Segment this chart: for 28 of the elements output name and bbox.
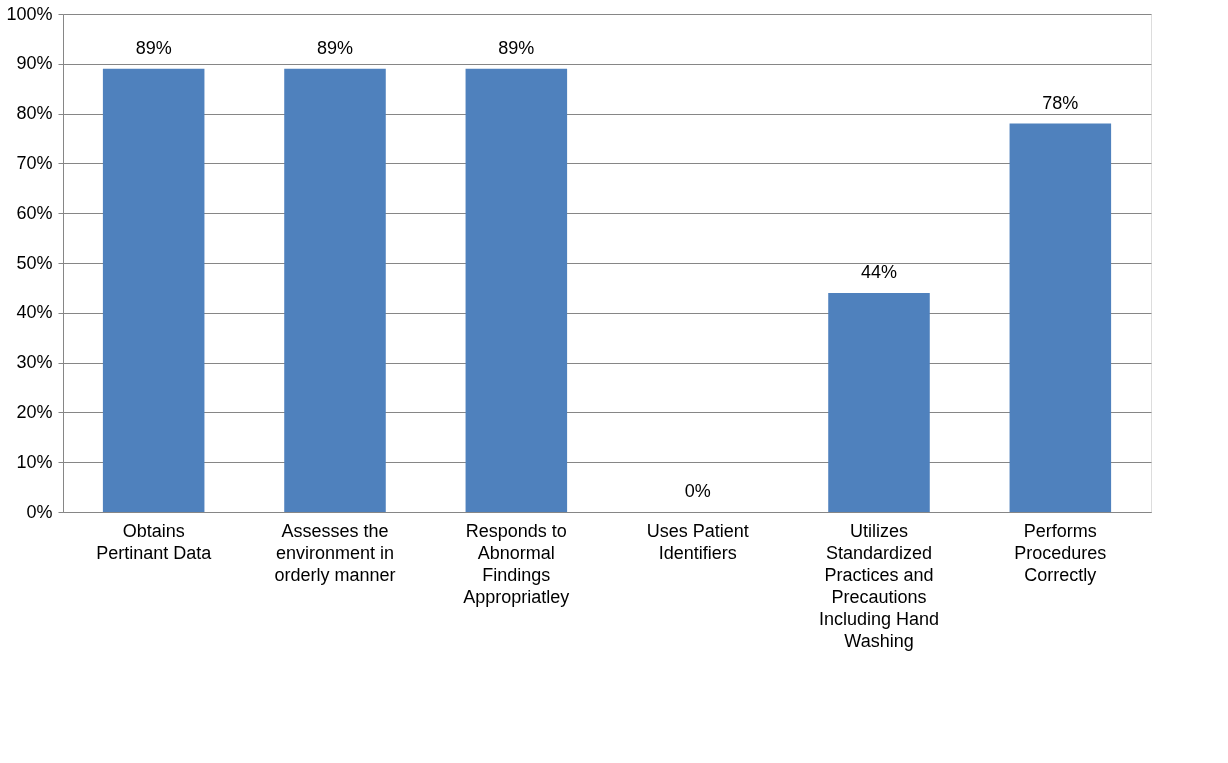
y-tick-label: 90% (16, 53, 53, 74)
bar (284, 68, 386, 512)
x-tick-label: Obtains Pertinant Data (96, 520, 213, 563)
bar (828, 292, 930, 512)
data-label: 44% (860, 261, 898, 282)
x-tick-label: Performs Procedures Correctly (1014, 520, 1107, 585)
data-label: 78% (1042, 92, 1079, 113)
y-tick-label: 50% (16, 252, 53, 273)
data-label: 0% (684, 481, 711, 501)
x-tick-label: Assesses the environment in orderly manner (274, 520, 396, 585)
bar (102, 68, 205, 512)
y-tick-label: 40% (16, 302, 53, 323)
y-tick-label: 70% (16, 152, 53, 173)
x-tick-label: Responds to Abnormal Findings Appropriatley (463, 520, 570, 607)
y-tick-label: 10% (16, 451, 53, 472)
bar (1009, 123, 1112, 512)
x-tick-label: Utilizes Standardized Practices and Precautions Including Hand Washing (818, 520, 940, 651)
bar (465, 68, 568, 512)
data-label: 89% (135, 37, 172, 58)
y-tick-label: 30% (16, 352, 53, 373)
y-tick-label: 0% (26, 501, 53, 522)
y-tick-label: 20% (16, 401, 53, 422)
y-tick-label: 100% (6, 3, 53, 24)
y-tick-label: 80% (16, 103, 53, 124)
data-label: 89% (316, 37, 354, 58)
y-tick-label: 60% (16, 202, 53, 223)
x-tick-label: Uses Patient Identifiers (646, 520, 749, 563)
data-label: 89% (498, 37, 535, 58)
